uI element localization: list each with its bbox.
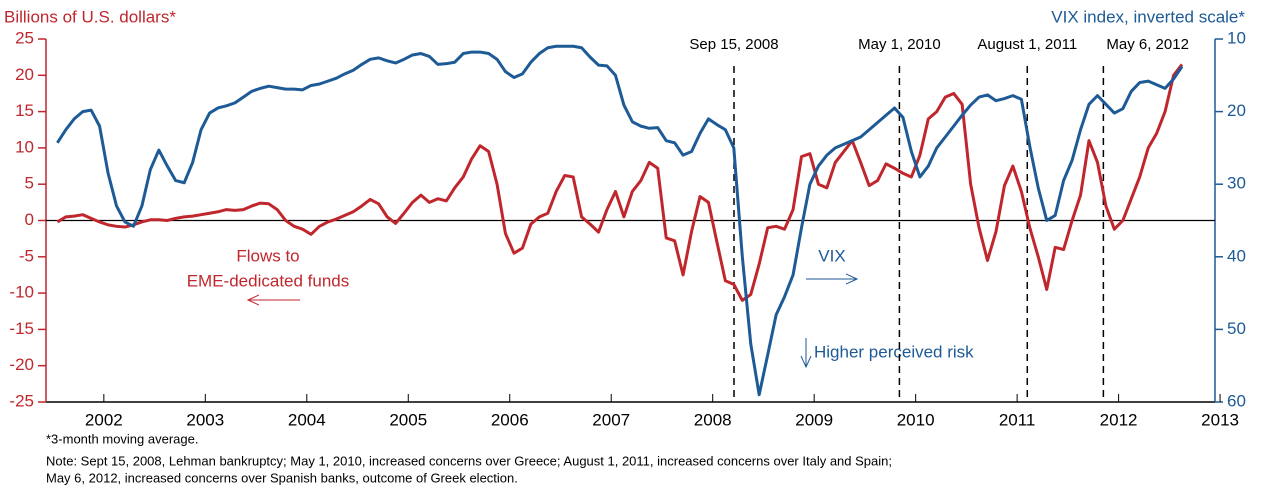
y2-tick-label: 40 xyxy=(1227,246,1246,265)
x-tick-label: 2008 xyxy=(694,410,732,429)
y-tick-label: -15 xyxy=(9,319,34,338)
y2-tick-label: 50 xyxy=(1227,319,1246,338)
x-tick-label: 2003 xyxy=(186,410,224,429)
y-tick-label: 5 xyxy=(25,174,34,193)
y2-tick-label: 10 xyxy=(1227,28,1246,47)
event-label: May 1, 2010 xyxy=(858,36,941,53)
note: May 6, 2012, increased concerns over Spa… xyxy=(46,470,518,485)
y-tick-label: -20 xyxy=(9,355,34,374)
series-annotation: Flows to xyxy=(236,246,299,265)
series-line xyxy=(56,63,1184,302)
y-tick-label: 25 xyxy=(15,28,34,47)
y2-axis-title: VIX index, inverted scale* xyxy=(1051,7,1245,26)
y-tick-label: 10 xyxy=(15,137,34,156)
series-line xyxy=(56,44,1184,397)
y-tick-label: -10 xyxy=(9,283,34,302)
x-tick-label: 2011 xyxy=(999,410,1036,429)
x-tick-label: 2010 xyxy=(897,410,935,429)
event-label: Sep 15, 2008 xyxy=(689,36,778,53)
y-tick-label: 0 xyxy=(25,210,34,229)
y2-tick-label: 60 xyxy=(1227,391,1246,410)
y-axis-title: Billions of U.S. dollars* xyxy=(4,7,176,26)
x-tick-label: 2002 xyxy=(85,410,123,429)
y-tick-label: 15 xyxy=(15,101,34,120)
series-annotation: EME-dedicated funds xyxy=(187,271,350,290)
note: Note: Sept 15, 2008, Lehman bankruptcy; … xyxy=(46,453,892,468)
y2-tick-label: 20 xyxy=(1227,101,1246,120)
y-tick-label: -5 xyxy=(19,246,34,265)
footnote: *3-month moving average. xyxy=(46,431,198,446)
y-tick-label: -25 xyxy=(9,391,34,410)
event-label: August 1, 2011 xyxy=(977,36,1077,53)
x-tick-label: 2012 xyxy=(1100,410,1138,429)
x-tick-label: 2009 xyxy=(795,410,833,429)
series-annotation: VIX xyxy=(818,246,845,265)
y-tick-label: 20 xyxy=(15,65,34,84)
x-tick-label: 2007 xyxy=(592,410,630,429)
x-tick-label: 2004 xyxy=(288,410,326,429)
y2-tick-label: 30 xyxy=(1227,174,1246,193)
x-tick-label: 2006 xyxy=(491,410,529,429)
event-label: May 6, 2012 xyxy=(1106,36,1189,53)
risk-annotation: Higher perceived risk xyxy=(814,342,974,361)
x-tick-label: 2013 xyxy=(1201,410,1239,429)
x-tick-label: 2005 xyxy=(389,410,427,429)
